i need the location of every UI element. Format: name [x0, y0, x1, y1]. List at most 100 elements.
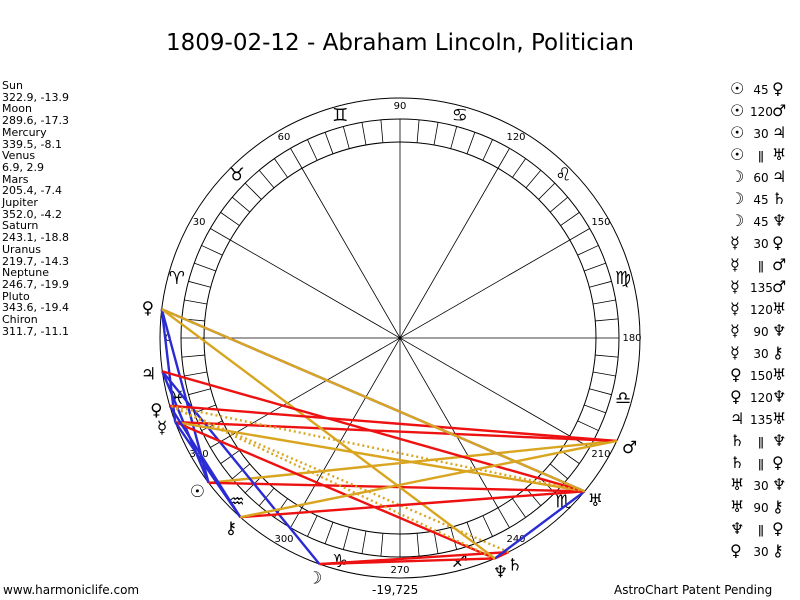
degree-tick [220, 450, 240, 464]
aspect-angle: 30 [753, 237, 769, 251]
aspect-angle: 135 [750, 413, 773, 427]
degree-tick [290, 148, 303, 169]
aspect-row: ♀ 150♅ [730, 364, 790, 386]
aspect-planet-2: ♂ [772, 101, 787, 120]
degree-tick [342, 126, 350, 149]
planet-position-value: 205.4, -7.4 [2, 184, 62, 198]
degree-tick [549, 463, 569, 480]
aspect-line [174, 420, 496, 560]
degree-tick [589, 280, 612, 288]
zodiac-sign-glyph: ♎ [615, 388, 631, 409]
aspect-row: ♄ ǁ ♆ [730, 430, 790, 452]
aspect-planet-1: ☿ [730, 343, 740, 362]
degree-label: 270 [390, 565, 409, 576]
degree-tick [560, 212, 580, 226]
degree-tick [258, 169, 275, 189]
planet-glyph: ☉ [190, 482, 205, 502]
degree-tick [380, 119, 384, 143]
aspect-angle: 120 [750, 105, 773, 119]
aspect-planet-2: ⚷ [772, 541, 784, 560]
aspect-row: ☉ 45 ♀ [730, 78, 790, 100]
aspect-planet-2: ♃ [772, 123, 787, 142]
degree-tick [584, 262, 606, 272]
aspect-line [160, 309, 177, 423]
aspect-row: ♆ ǁ ♀ [730, 518, 790, 540]
planet-name: Moon [2, 102, 32, 116]
degree-tick [466, 522, 476, 544]
aspect-planet-1: ♅ [730, 475, 745, 494]
aspect-row: ☽ 45 ♆ [730, 210, 790, 232]
degree-label: 240 [506, 534, 525, 545]
degree-tick [201, 420, 223, 431]
degree-label: 300 [274, 534, 293, 545]
degree-tick [497, 507, 510, 528]
degree-tick [324, 132, 334, 154]
aspect-angle: 90 [753, 325, 769, 339]
planet-name: Uranus [2, 242, 41, 256]
planet-name: Mars [2, 172, 29, 186]
degree-label: 150 [591, 217, 610, 228]
aspect-angle: 45 [753, 83, 769, 97]
planet-glyph: ♃ [141, 364, 156, 384]
aspect-angle: 45 [753, 193, 769, 207]
aspect-angle: 90 [753, 501, 769, 515]
zodiac-sign-glyph: ♈ [169, 268, 185, 289]
degree-tick [595, 354, 619, 358]
aspect-line [240, 490, 585, 519]
zodiac-sign-glyph: ♌ [555, 165, 571, 186]
aspect-row: ♀ 30 ⚷ [730, 540, 790, 562]
footer-website: www.harmoniclife.com [3, 583, 140, 597]
aspect-row: ♄ ǁ ♀ [730, 452, 790, 474]
aspect-planet-1: ♅ [730, 497, 745, 516]
aspect-line [169, 404, 617, 443]
degree-tick [184, 371, 208, 377]
planet-positions-list: Sun 322.9, -13.9 Moon 289.6, -17.3 Mercury 33… [2, 80, 69, 337]
aspect-planet-2: ♄ [772, 189, 787, 208]
planet-glyph: ♀ [150, 401, 162, 421]
degree-tick [231, 463, 251, 480]
planet-glyph: ♀ [142, 298, 154, 318]
aspect-angle: ǁ [758, 259, 764, 273]
degree-tick [466, 132, 476, 154]
planet-name: Pluto [2, 289, 30, 303]
degree-tick [538, 182, 556, 200]
aspect-angle: ǁ [758, 435, 764, 449]
aspect-row: ☿ ǁ ♂ [730, 254, 790, 276]
aspect-planet-2: ♂ [772, 255, 787, 274]
aspect-planet-1: ♆ [730, 519, 745, 538]
aspect-planet-2: ♆ [772, 387, 787, 406]
aspect-angle: 30 [753, 347, 769, 361]
degree-tick [258, 487, 275, 507]
aspect-planet-2: ♀ [772, 453, 784, 472]
degree-tick [244, 182, 262, 200]
aspect-planet-1: ☉ [730, 101, 745, 120]
aspect-planet-1: ☉ [730, 145, 745, 164]
degree-tick [592, 299, 616, 305]
aspect-line [208, 481, 585, 493]
degree-tick [184, 299, 208, 305]
degree-tick [181, 354, 205, 358]
degree-tick [220, 212, 240, 226]
zodiac-sign-glyph: ♋ [452, 105, 468, 126]
aspect-row: ☿ 30 ♀ [730, 232, 790, 254]
degree-tick [361, 122, 367, 146]
footer-value: -19,725 [372, 583, 419, 597]
zodiac-sign-glyph: ♏ [555, 491, 571, 512]
degree-label: 30 [193, 217, 206, 228]
aspect-row: ☉ 120♂ [730, 100, 790, 122]
aspect-planet-1: ♀ [730, 365, 742, 384]
zodiac-sign-glyph: ♊ [332, 105, 348, 126]
aspect-planet-1: ☿ [730, 321, 740, 340]
degree-tick [584, 404, 606, 414]
degree-tick [482, 139, 493, 161]
aspect-planet-1: ☿ [730, 233, 740, 252]
aspect-row: ☽ 60 ♃ [730, 166, 790, 188]
aspect-planet-1: ♄ [730, 431, 745, 450]
planet-glyph: ♂ [622, 438, 637, 458]
planet-position-value: 311.7, -11.1 [2, 324, 69, 338]
aspect-row: ☽ 45 ♄ [730, 188, 790, 210]
aspect-line [168, 405, 242, 518]
degree-tick [274, 158, 288, 178]
aspect-planet-1: ☉ [730, 123, 745, 142]
degree-tick [512, 158, 526, 178]
